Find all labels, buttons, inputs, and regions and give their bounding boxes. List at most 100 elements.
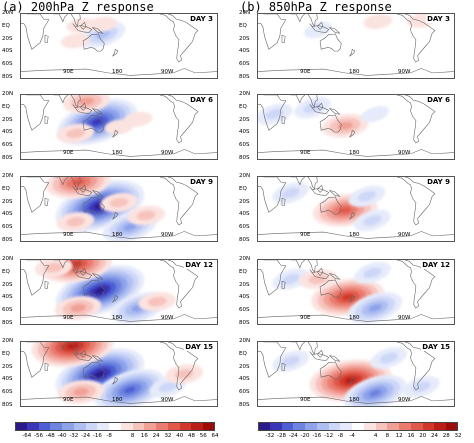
coastline bbox=[281, 362, 286, 372]
coastline bbox=[92, 273, 104, 280]
coastline bbox=[317, 102, 324, 111]
colorbar-swatch bbox=[132, 422, 145, 431]
coastline bbox=[82, 361, 105, 380]
contour-level bbox=[357, 190, 377, 202]
day-label: DAY 9 bbox=[426, 178, 451, 186]
contour-field bbox=[258, 260, 454, 324]
colorbar-outline bbox=[258, 422, 458, 431]
coastline bbox=[72, 104, 93, 114]
coastline bbox=[329, 355, 341, 362]
contour-level bbox=[109, 197, 129, 208]
day-label: DAY 12 bbox=[421, 261, 451, 269]
lon-tick-label: 180 bbox=[349, 232, 360, 238]
lat-tick-label: 20S bbox=[239, 116, 250, 123]
lat-tick-label: 80S bbox=[239, 74, 250, 80]
coastline bbox=[82, 196, 105, 215]
lat-tick-label: EQ bbox=[239, 185, 247, 192]
coastline bbox=[80, 267, 87, 276]
lat-tick-label: 20N bbox=[2, 10, 14, 16]
coastline bbox=[92, 108, 104, 115]
colorbar-swatch bbox=[15, 422, 28, 431]
lat-tick-label: 80S bbox=[239, 320, 250, 326]
colorbar-tick-label: 8 bbox=[385, 433, 390, 439]
response-blob bbox=[354, 262, 391, 284]
lat-tick-label: EQ bbox=[2, 103, 10, 110]
lat-tick-label: 80S bbox=[239, 155, 250, 161]
lat-tick-label: 60S bbox=[2, 307, 13, 314]
colorbar-swatch bbox=[26, 422, 39, 431]
coastline bbox=[349, 48, 356, 57]
coastline bbox=[329, 273, 341, 280]
coastline bbox=[396, 14, 436, 63]
contour-level bbox=[66, 128, 85, 139]
coastline bbox=[21, 177, 50, 213]
colorbar-tick-label: -32 bbox=[265, 433, 275, 439]
lat-tick-label: 20N bbox=[2, 256, 14, 262]
colorbar-swatch bbox=[258, 422, 271, 431]
colorbar-tick-label: -16 bbox=[312, 433, 322, 439]
lon-tick-label: 90W bbox=[398, 315, 411, 321]
coastline bbox=[309, 269, 330, 279]
coastline bbox=[112, 294, 119, 303]
coastline bbox=[329, 108, 341, 115]
colorbar-swatch bbox=[203, 422, 216, 431]
coastline bbox=[44, 115, 49, 125]
colorbar-swatch bbox=[85, 422, 98, 431]
lat-tick-label: 80S bbox=[239, 402, 250, 408]
contour-level bbox=[265, 108, 284, 120]
coastline bbox=[72, 351, 93, 361]
colorbar-tick-label: 20 bbox=[419, 433, 427, 439]
lat-tick-label: 20N bbox=[239, 10, 251, 16]
coastline bbox=[159, 14, 199, 63]
colorbar-tick-label: 4 bbox=[373, 433, 378, 439]
lon-tick-label: 90W bbox=[398, 397, 411, 403]
day-label: DAY 6 bbox=[189, 96, 214, 104]
contour-level bbox=[158, 381, 178, 393]
contour-level bbox=[136, 210, 156, 221]
colorbar-swatch bbox=[410, 422, 424, 431]
lat-tick-label: 20N bbox=[239, 91, 251, 97]
map-panel-b-3: DAY 9 bbox=[257, 176, 455, 242]
lat-tick-label: 40S bbox=[239, 376, 250, 383]
coastline bbox=[72, 23, 93, 33]
contour-level bbox=[66, 342, 79, 349]
contour-level bbox=[70, 304, 86, 312]
map-panel-b-5: DAY 15 bbox=[257, 341, 455, 407]
coastline bbox=[329, 27, 341, 34]
coastline bbox=[309, 351, 330, 361]
lat-tick-label: EQ bbox=[2, 268, 10, 275]
lat-tick-label: 60S bbox=[2, 224, 13, 231]
lat-tick-label: 60S bbox=[239, 61, 250, 68]
coastline bbox=[258, 14, 287, 50]
contour-level bbox=[281, 355, 300, 367]
contour-field bbox=[21, 260, 217, 324]
lat-tick-label: EQ bbox=[2, 185, 10, 192]
contour-field bbox=[21, 14, 217, 76]
lat-tick-label: 20N bbox=[239, 256, 251, 262]
lon-tick-label: 180 bbox=[349, 69, 360, 75]
colorbar-swatch bbox=[73, 422, 87, 431]
lat-tick-label: 20N bbox=[239, 173, 251, 179]
contour-field bbox=[21, 342, 217, 406]
map-panel-b-4: DAY 12 bbox=[257, 259, 455, 325]
colorbar-tick-label: -20 bbox=[300, 433, 310, 439]
contour-level bbox=[368, 389, 382, 397]
contour-level bbox=[95, 30, 111, 39]
lat-tick-label: 20S bbox=[239, 363, 250, 370]
map-panel-a-3: DAY 9 bbox=[20, 176, 218, 242]
coastline bbox=[53, 342, 81, 355]
colorbar-swatch bbox=[167, 422, 181, 431]
contour-level bbox=[123, 222, 137, 231]
colorbar-tick-label: 56 bbox=[199, 433, 207, 439]
lat-tick-label: 20N bbox=[2, 338, 14, 344]
lon-tick-label: 90W bbox=[161, 232, 174, 238]
coastline bbox=[281, 197, 286, 207]
lat-tick-label: 20S bbox=[239, 281, 250, 288]
lon-tick-label: 180 bbox=[349, 150, 360, 156]
day-label: DAY 15 bbox=[184, 343, 214, 351]
colorbar-tick-label: -8 bbox=[106, 433, 112, 439]
contour-field bbox=[21, 95, 217, 157]
contour-level bbox=[338, 206, 352, 214]
lat-tick-label: 20S bbox=[239, 35, 250, 42]
coastline bbox=[21, 342, 50, 378]
